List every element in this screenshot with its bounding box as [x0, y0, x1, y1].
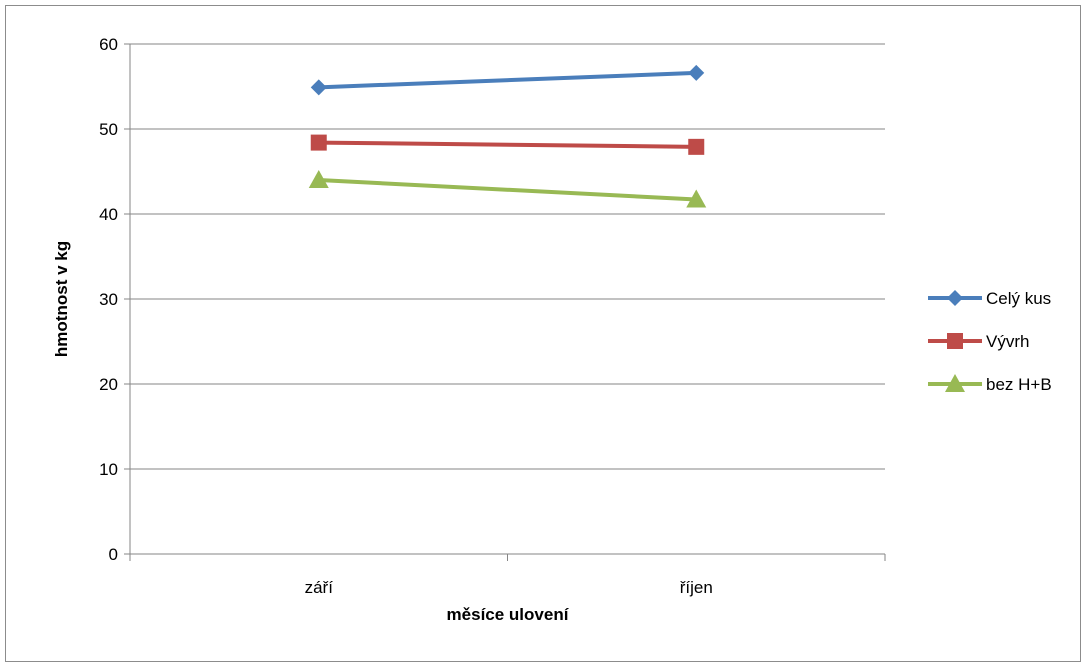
data-point-marker [310, 79, 327, 96]
x-tick-label: září [305, 578, 334, 597]
series-1 [310, 134, 705, 155]
x-tick-label: říjen [680, 578, 713, 597]
series-line [318, 70, 697, 90]
y-tick-label: 0 [109, 545, 118, 564]
data-point-marker [688, 64, 705, 81]
data-point-marker [688, 138, 705, 155]
series [308, 64, 707, 208]
x-axis-title: měsíce ulovení [447, 605, 570, 624]
y-tick-label: 20 [99, 375, 118, 394]
legend-swatch-marker [945, 374, 965, 392]
y-tick-label: 10 [99, 460, 118, 479]
legend-item: Celý kus [928, 289, 1051, 308]
legend-item: Vývrh [928, 332, 1029, 351]
y-axis-title: hmotnost v kg [52, 241, 71, 357]
legend: Celý kus Vývrh bez H+B [928, 289, 1052, 394]
legend-label: Celý kus [986, 289, 1051, 308]
gridlines [124, 43, 885, 555]
data-point-marker [308, 170, 329, 188]
series-line [318, 140, 697, 149]
legend-swatch-marker [947, 333, 963, 349]
y-tick-label: 40 [99, 205, 118, 224]
series-line [318, 178, 697, 202]
series-2 [308, 170, 707, 208]
legend-label: Vývrh [986, 332, 1029, 351]
series-0 [310, 64, 705, 96]
y-tick-label: 50 [99, 120, 118, 139]
legend-swatch-marker [947, 290, 963, 306]
chart-frame [5, 5, 1081, 662]
x-tick-labels: září říjen [129, 554, 886, 597]
legend-item: bez H+B [928, 374, 1052, 394]
legend-label: bez H+B [986, 375, 1052, 394]
data-point-marker [310, 134, 327, 151]
y-tick-label: 30 [99, 290, 118, 309]
y-tick-label: 60 [99, 35, 118, 54]
y-tick-labels: 0 10 20 30 40 50 60 [99, 35, 118, 564]
data-point-marker [686, 189, 707, 208]
